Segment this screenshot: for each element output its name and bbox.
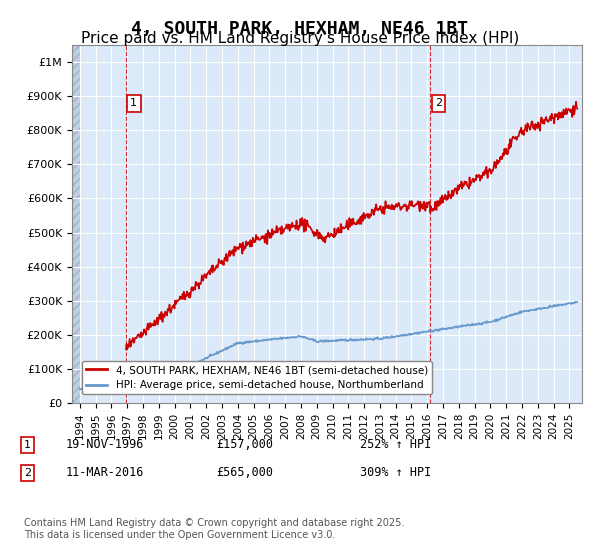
Legend: 4, SOUTH PARK, HEXHAM, NE46 1BT (semi-detached house), HPI: Average price, semi-: 4, SOUTH PARK, HEXHAM, NE46 1BT (semi-de…	[82, 361, 432, 394]
Text: 309% ↑ HPI: 309% ↑ HPI	[360, 466, 431, 479]
Text: Price paid vs. HM Land Registry's House Price Index (HPI): Price paid vs. HM Land Registry's House …	[81, 31, 519, 46]
Text: 2: 2	[24, 468, 31, 478]
Text: 4, SOUTH PARK, HEXHAM, NE46 1BT: 4, SOUTH PARK, HEXHAM, NE46 1BT	[131, 20, 469, 38]
Text: 1: 1	[24, 440, 31, 450]
Text: 252% ↑ HPI: 252% ↑ HPI	[360, 438, 431, 451]
Text: £157,000: £157,000	[216, 438, 273, 451]
Text: 19-NOV-1996: 19-NOV-1996	[66, 438, 145, 451]
Text: 1: 1	[130, 98, 137, 108]
Text: £565,000: £565,000	[216, 466, 273, 479]
Text: 2: 2	[435, 98, 442, 108]
Text: 11-MAR-2016: 11-MAR-2016	[66, 466, 145, 479]
Text: Contains HM Land Registry data © Crown copyright and database right 2025.
This d: Contains HM Land Registry data © Crown c…	[24, 518, 404, 540]
